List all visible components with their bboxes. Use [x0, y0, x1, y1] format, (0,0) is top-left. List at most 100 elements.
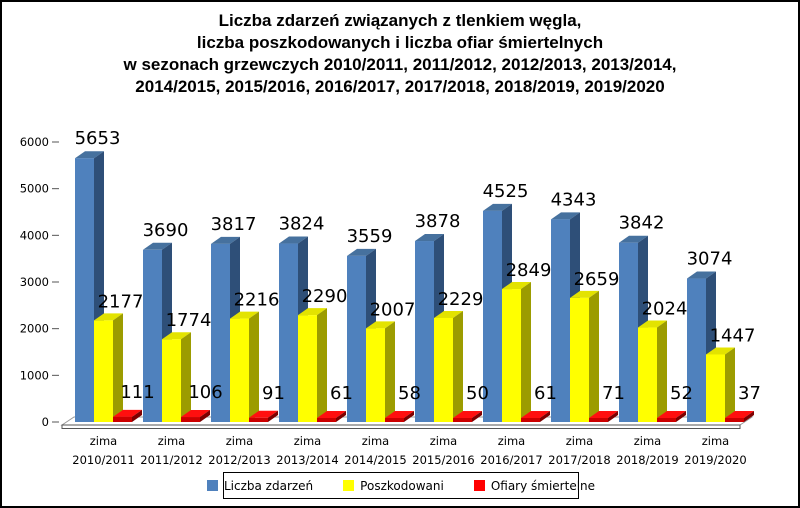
chart-title-line: Liczba zdarzeń związanych z tlenkiem węg… [218, 11, 582, 30]
bar-value-label: 37 [738, 383, 761, 404]
bar-side-face [657, 320, 667, 422]
bar-value-label: 71 [602, 383, 625, 404]
bar-top-face [181, 410, 210, 418]
bar-value-label: 3842 [619, 213, 665, 234]
bar-side-face [589, 290, 599, 422]
bar-value-label: 50 [466, 383, 489, 404]
bar-top-face [347, 248, 376, 256]
bar-value-label: 3878 [415, 211, 461, 232]
bar-top-face [94, 313, 123, 321]
bar-top-face [687, 271, 716, 279]
bar-top-face [521, 411, 550, 418]
bar-front-face [483, 210, 502, 422]
bar-top-face [366, 321, 395, 329]
bar-top-face [706, 347, 735, 355]
bar-value-label: 5653 [75, 128, 121, 149]
bar-top-face [570, 290, 599, 298]
x-category-label: zima [430, 434, 457, 448]
bar-top-face [211, 236, 240, 244]
bar-side-face [336, 411, 346, 422]
chart-title-line: 2014/2015, 2015/2016, 2016/2017, 2017/20… [135, 77, 665, 96]
bar-top-face [230, 311, 259, 319]
bar-top-face [162, 332, 191, 340]
y-tick-label: 3000 [20, 275, 49, 289]
bar-front-face [415, 241, 434, 422]
bar-top-face [619, 235, 648, 243]
y-tick-label: 0 [42, 415, 49, 429]
bar-value-label: 106 [188, 382, 222, 403]
x-category-label: 2013/2014 [276, 453, 338, 467]
bar-value-label: 91 [262, 383, 285, 404]
bar-value-label: 58 [398, 383, 421, 404]
bar-value-label: 2007 [370, 299, 416, 320]
legend-swatch-ofiary-smiertelne [473, 480, 485, 491]
bar-side-face [521, 282, 531, 422]
bar-side-face [744, 411, 754, 422]
bar-value-label: 3817 [211, 214, 257, 235]
bar-front-face [162, 339, 181, 422]
x-category-label: 2010/2011 [72, 453, 134, 467]
bar-side-face [317, 308, 327, 422]
legend-swatch-liczba-zdarzen [206, 480, 218, 491]
bar-front-face [113, 416, 132, 422]
bar-side-face [725, 347, 735, 422]
x-category-label: zima [158, 434, 185, 448]
bar-front-face [230, 318, 249, 422]
bar-top-face [249, 410, 278, 418]
bar-value-label: 3074 [687, 249, 733, 270]
bar-front-face [638, 327, 657, 422]
bar-side-face [181, 332, 191, 422]
bar-front-face [570, 297, 589, 422]
legend-item: Ofiary śmiertelne [473, 478, 596, 493]
y-tick-label: 6000 [20, 135, 49, 149]
bar-side-face [608, 411, 618, 422]
bar-side-face [268, 410, 278, 422]
bar-value-label: 2229 [438, 289, 484, 310]
bar-value-label: 4525 [483, 181, 529, 202]
legend-label: Liczba zdarzeń [223, 478, 314, 493]
legend-label: Ofiary śmiertelne [490, 478, 596, 493]
bar-top-face [279, 236, 308, 244]
bar-front-face [211, 243, 230, 422]
bar-front-face [317, 418, 336, 422]
bar-front-face [143, 249, 162, 422]
bar-value-label: 2290 [302, 286, 348, 307]
bar-value-label: 3559 [347, 226, 393, 247]
bar-front-face [249, 417, 268, 422]
bar-front-face [725, 418, 744, 422]
x-category-label: zima [566, 434, 593, 448]
bar-top-face [657, 411, 686, 418]
x-category-label: 2017/2018 [548, 453, 610, 467]
bar-value-label: 4343 [551, 189, 597, 210]
bar-value-label: 2024 [642, 299, 688, 320]
legend: Liczba zdarzeń Poszkodowani Ofiary śmier… [206, 472, 595, 499]
bar-side-face [249, 311, 259, 422]
bar-front-face [589, 418, 608, 422]
bar-top-face [453, 411, 482, 418]
y-tick-label: 5000 [20, 182, 49, 196]
legend-item: Liczba zdarzeń [206, 478, 314, 493]
bar-value-label: 61 [330, 383, 353, 404]
bar-front-face [298, 315, 317, 422]
bar-side-face [113, 313, 123, 422]
bar-top-face [415, 234, 444, 242]
bar-front-face [366, 328, 385, 422]
bar-top-face [75, 151, 104, 159]
chart-title: Liczba zdarzeń związanych z tlenkiem węg… [2, 10, 798, 98]
x-category-label: 2012/2013 [208, 453, 270, 467]
chart-title-line: w sezonach grzewczych 2010/2011, 2011/20… [123, 55, 677, 74]
bar-top-face [385, 411, 414, 418]
y-tick-label: 1000 [20, 368, 49, 382]
x-category-label: 2011/2012 [140, 453, 202, 467]
bar-value-label: 1774 [166, 310, 212, 331]
x-category-label: 2015/2016 [412, 453, 474, 467]
bar-value-label: 52 [670, 383, 693, 404]
bar-front-face [687, 278, 706, 422]
bar-side-face [200, 410, 210, 422]
bar-front-face [279, 243, 298, 422]
bar-value-label: 61 [534, 383, 557, 404]
legend-label: Poszkodowani [360, 478, 444, 493]
x-category-label: zima [362, 434, 389, 448]
